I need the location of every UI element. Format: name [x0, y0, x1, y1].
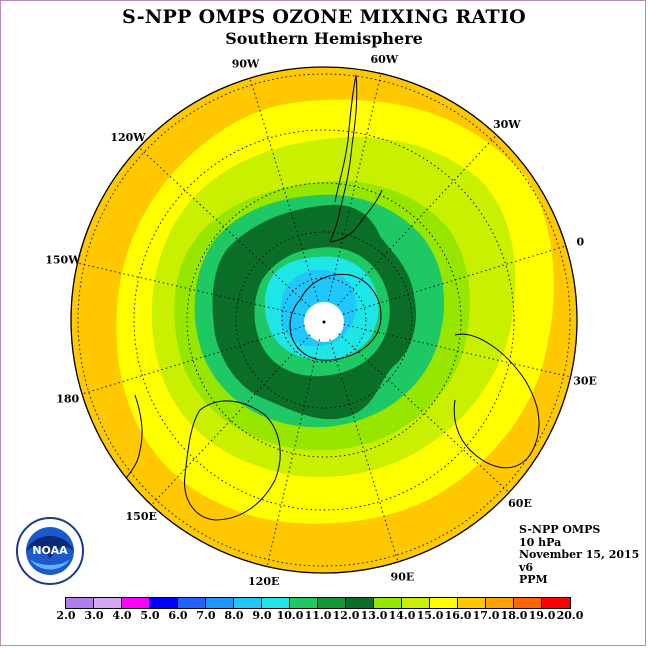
colorbar-segment: [486, 598, 514, 608]
colorbar-tick-label: 9.0: [252, 609, 272, 622]
colorbar-labels: 2.0 3.0 4.0 5.0 6.0 7.0 8.0 9.0 10.0 11.0 12.0 13.0…: [0, 609, 648, 623]
longitude-label: 120W: [110, 131, 146, 144]
colorbar-segment: [374, 598, 402, 608]
longitude-label: 90E: [391, 570, 415, 583]
colorbar-segment: [206, 598, 234, 608]
colorbar-tick-label: 14.0: [388, 609, 416, 622]
meridian-line: [343, 324, 571, 378]
colorbar-tick-label: 13.0: [360, 609, 388, 622]
longitude-label: 180: [56, 392, 79, 405]
south-america-coast: [329, 74, 358, 243]
noaa-logo-icon: NOAA: [16, 517, 84, 585]
colorbar-tick-label: 16.0: [444, 609, 472, 622]
longitude-label: 60W: [370, 53, 398, 66]
longitude-label: 90W: [232, 58, 260, 71]
colorbar-tick-label: 3.0: [84, 609, 104, 622]
meridian-line: [81, 325, 306, 395]
colorbar-segment: [94, 598, 122, 608]
meridian-line: [138, 147, 310, 307]
longitude-label: 120E: [248, 575, 279, 588]
colorbar-segment: [234, 598, 262, 608]
info-date: November 15, 2015: [519, 548, 640, 561]
info-block: S-NPP OMPS 10 hPa November 15, 2015 v6 P…: [519, 523, 640, 587]
colorbar-tick-label: 4.0: [112, 609, 132, 622]
colorbar-segment: [318, 598, 346, 608]
new-zealand-coast: [124, 394, 143, 481]
colorbar-tick-label: 20.0: [556, 609, 584, 622]
meridian-line: [249, 77, 319, 302]
colorbar-segment: [290, 598, 318, 608]
map-subtitle: Southern Hemisphere: [225, 29, 423, 48]
meridian-line: [329, 338, 399, 563]
colorbar-tick-label: 18.0: [500, 609, 528, 622]
colorbar-segment: [262, 598, 290, 608]
colorbar-segment: [402, 598, 430, 608]
latitude-circle-40s: [77, 73, 571, 567]
colorbar-tick-label: 7.0: [196, 609, 216, 622]
longitude-label: 30E: [573, 374, 597, 387]
colorbar-segment: [178, 598, 206, 608]
info-version: v6: [519, 560, 534, 574]
latitude-circle-70s: [235, 231, 413, 409]
colorbar-tick-label: 15.0: [416, 609, 444, 622]
meridian-line: [342, 245, 567, 315]
meridian-line: [337, 134, 497, 306]
longitude-label: 0: [576, 236, 584, 249]
colorbar-segment: [430, 598, 458, 608]
colorbar-tick-label: 10.0: [276, 609, 304, 622]
antarctica-coast: [289, 273, 382, 361]
longitude-label: 150E: [126, 510, 157, 523]
colorbar-segment: [542, 598, 570, 608]
africa-coast: [453, 333, 540, 469]
meridian-line: [266, 339, 320, 567]
colorbar-segment: [66, 598, 94, 608]
noaa-logo-text: NOAA: [32, 544, 68, 557]
colorbar-segment: [458, 598, 486, 608]
info-units: PPM: [519, 573, 548, 586]
south-pole-marker: [322, 320, 326, 324]
meridian-line: [151, 334, 311, 506]
meridian-line: [328, 73, 382, 301]
colorbar-tick-label: 19.0: [528, 609, 556, 622]
colorbar: [65, 597, 571, 609]
meridian-line: [77, 262, 305, 316]
latitude-circle-80s: [281, 277, 367, 363]
map-title: S-NPP OMPS OZONE MIXING RATIO: [121, 6, 527, 28]
colorbar-tick-label: 11.0: [304, 609, 332, 622]
colorbar-tick-label: 8.0: [224, 609, 244, 622]
colorbar-tick-label: 12.0: [332, 609, 360, 622]
latitude-circle-50s: [133, 129, 515, 511]
longitude-label: 60E: [508, 497, 532, 510]
graticule: [77, 73, 571, 567]
colorbar-segment: [346, 598, 374, 608]
colorbar-segment: [514, 598, 542, 608]
info-level: 10 hPa: [519, 535, 562, 549]
colorbar-segment: [122, 598, 150, 608]
longitude-label: 30W: [493, 118, 521, 131]
colorbar-tick-label: 2.0: [56, 609, 76, 622]
map-boundary: [70, 66, 578, 574]
colorbar-tick-label: 5.0: [140, 609, 160, 622]
colorbar-tick-label: 6.0: [168, 609, 188, 622]
coastlines: [124, 74, 540, 521]
longitude-label: 150W: [45, 254, 81, 267]
antarctic-peninsula: [329, 189, 383, 243]
meridian-line: [338, 333, 510, 493]
latitude-circle-60s: [186, 182, 462, 458]
australia-coast: [184, 400, 281, 521]
colorbar-segment: [150, 598, 178, 608]
colorbar-tick-label: 17.0: [472, 609, 500, 622]
info-instrument: S-NPP OMPS: [519, 523, 601, 536]
